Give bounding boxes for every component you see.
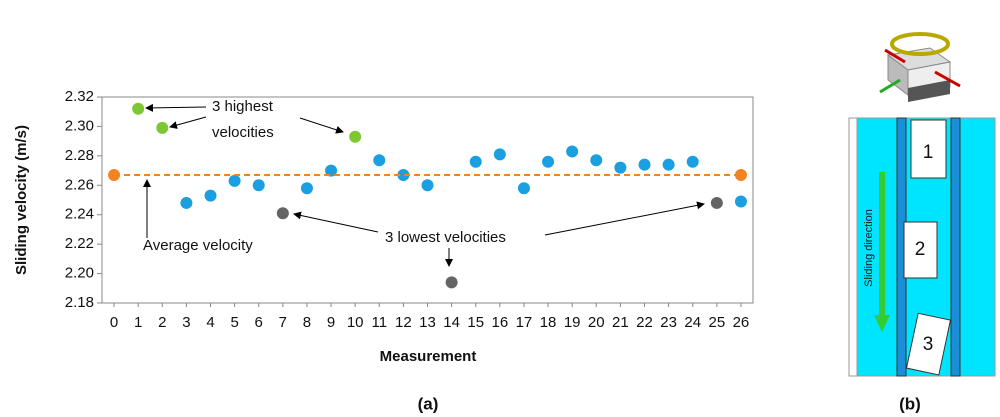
x-tick-label: 19 <box>564 314 581 331</box>
data-point <box>421 179 434 192</box>
x-tick-label: 6 <box>255 314 263 331</box>
data-point <box>493 148 506 161</box>
x-tick-label: 13 <box>419 314 436 331</box>
data-point <box>276 207 289 220</box>
x-tick-label: 8 <box>303 314 311 331</box>
x-tick-label: 15 <box>467 314 484 331</box>
data-point <box>204 189 217 202</box>
x-tick-label: 10 <box>347 314 364 331</box>
diagram-label: 1 <box>923 142 934 163</box>
y-axis-title: Sliding velocity (m/s) <box>13 125 30 275</box>
x-tick-label: 22 <box>636 314 653 331</box>
y-tick-label: 2.24 <box>65 206 94 223</box>
data-point <box>686 155 699 168</box>
data-point <box>132 102 145 115</box>
x-tick-label: 24 <box>684 314 701 331</box>
data-point <box>325 164 338 177</box>
x-tick-label: 3 <box>182 314 190 331</box>
x-tick-label: 4 <box>206 314 214 331</box>
annotation: velocities <box>212 124 274 141</box>
y-tick-label: 2.28 <box>65 147 94 164</box>
data-point <box>517 182 530 195</box>
x-tick-label: 23 <box>660 314 677 331</box>
x-tick-label: 17 <box>516 314 533 331</box>
x-tick-label: 9 <box>327 314 335 331</box>
x-axis-title: Measurement <box>380 348 477 365</box>
annotation: 3 lowest velocities <box>385 229 506 246</box>
y-tick-label: 2.22 <box>65 235 94 252</box>
x-tick-label: 7 <box>279 314 287 331</box>
block-icon <box>879 32 961 102</box>
annotation-arrows <box>143 103 705 267</box>
data-point <box>397 168 410 181</box>
diagram-label: 2 <box>915 239 926 260</box>
data-point <box>469 155 482 168</box>
x-tick-label: 21 <box>612 314 629 331</box>
data-point <box>108 168 121 181</box>
data-point <box>252 179 265 192</box>
x-tick-label: 26 <box>733 314 750 331</box>
y-tick-label: 2.26 <box>65 176 94 193</box>
data-point <box>710 196 723 209</box>
x-tick-label: 1 <box>134 314 142 331</box>
data-point <box>300 182 313 195</box>
data-point <box>734 168 747 181</box>
x-tick-label: 0 <box>110 314 118 331</box>
data-point <box>638 158 651 171</box>
caption: (b) <box>899 394 921 413</box>
data-point <box>349 130 362 143</box>
annotation: 3 highest <box>212 98 274 115</box>
data-point <box>566 145 579 158</box>
arrow-label: Sliding direction <box>863 209 875 287</box>
data-point <box>373 154 386 167</box>
data-point <box>180 196 193 209</box>
diagram <box>848 117 996 377</box>
caption: (a) <box>418 394 439 413</box>
data-point <box>156 121 169 134</box>
y-tick-label: 2.18 <box>65 294 94 311</box>
data-point <box>228 174 241 187</box>
x-tick-label: 16 <box>491 314 508 331</box>
x-tick-label: 2 <box>158 314 166 331</box>
x-tick-label: 20 <box>588 314 605 331</box>
x-tick-label: 12 <box>395 314 412 331</box>
annotation: Average velocity <box>143 237 253 254</box>
diagram-label: 3 <box>923 334 934 355</box>
data-point <box>542 155 555 168</box>
x-tick-label: 25 <box>708 314 725 331</box>
data-point <box>662 158 675 171</box>
x-tick-label: 18 <box>540 314 557 331</box>
data-point <box>614 161 627 174</box>
y-tick-label: 2.32 <box>65 88 94 105</box>
data-point <box>590 154 603 167</box>
x-tick-label: 5 <box>230 314 238 331</box>
x-tick-label: 14 <box>443 314 460 331</box>
data-point <box>445 276 458 289</box>
plot-frame <box>101 96 754 304</box>
y-tick-label: 2.30 <box>65 117 94 134</box>
y-tick-label: 2.20 <box>65 265 94 282</box>
data-point <box>734 195 747 208</box>
x-tick-label: 11 <box>371 314 387 331</box>
